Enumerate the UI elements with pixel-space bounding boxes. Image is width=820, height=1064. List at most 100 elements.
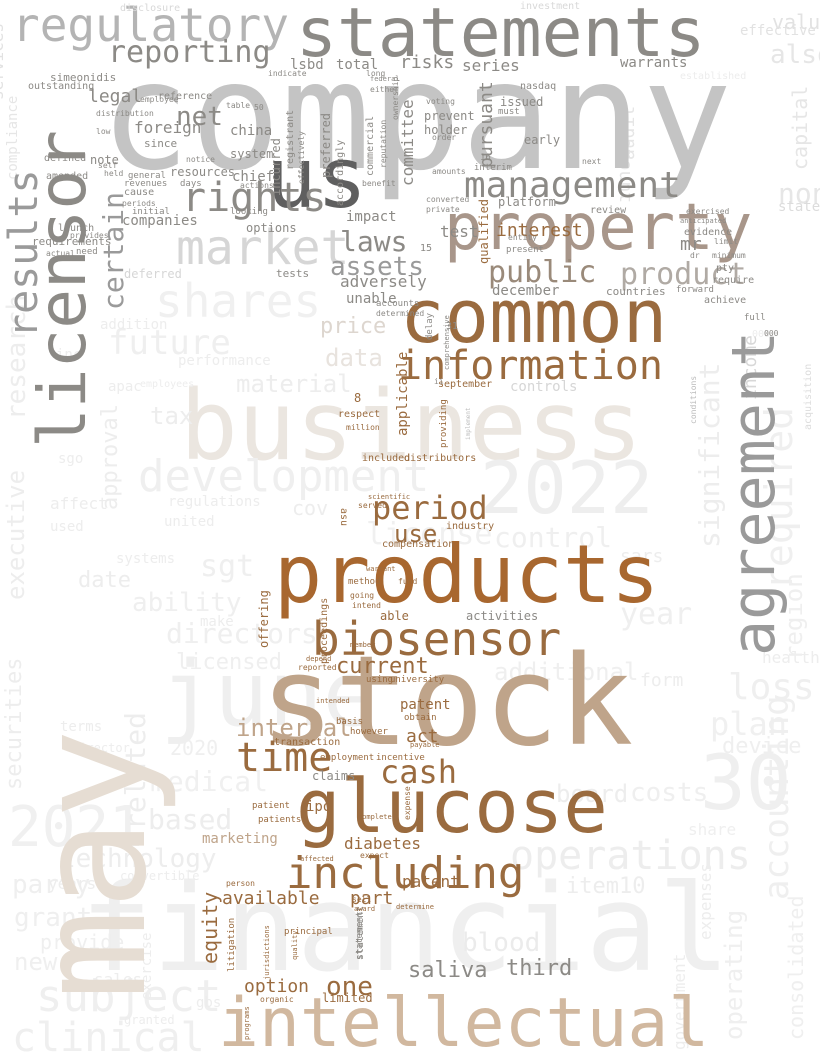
word-launch: launch xyxy=(58,223,95,234)
word-activities: activities xyxy=(466,609,539,623)
word-15: 15 xyxy=(420,243,433,254)
word-converted: converted xyxy=(426,195,470,204)
word-development: development xyxy=(138,451,430,502)
word-resources: resources xyxy=(170,165,236,179)
word-outstanding: outstanding xyxy=(28,81,95,92)
word-limited: limited xyxy=(322,991,373,1005)
word-operating: operating xyxy=(720,909,748,1040)
word-jurisdictions: jurisdictions xyxy=(263,925,271,980)
word-shares: shares xyxy=(155,274,322,328)
word-private: private xyxy=(426,205,460,214)
word-time: time xyxy=(236,735,333,781)
word-addition: addition xyxy=(100,317,168,333)
word-loss: loss xyxy=(728,667,815,708)
word-dr: dr xyxy=(690,251,700,260)
word-product: product xyxy=(620,257,747,292)
word-item10: item10 xyxy=(566,874,646,899)
word-interim: interim xyxy=(474,163,512,173)
word-common: common xyxy=(400,274,668,360)
word-license: license xyxy=(366,517,493,552)
word-full: full xyxy=(744,313,766,323)
word-intended: intended xyxy=(316,697,350,705)
word-federal: federal xyxy=(370,75,400,83)
word-implement: implement xyxy=(465,407,472,440)
word-part: part xyxy=(350,888,394,909)
word-forward: forward xyxy=(676,285,714,295)
word-periods: periods xyxy=(122,199,156,208)
word-health: health xyxy=(762,648,820,667)
word-subject: subject xyxy=(36,971,222,1022)
word-achieve: achieve xyxy=(704,295,747,306)
word-30: 30 xyxy=(700,738,792,827)
word-board: board xyxy=(556,780,629,808)
word-countries: countries xyxy=(606,285,666,298)
word-accounts: accounts xyxy=(376,299,420,309)
word-included: included xyxy=(362,453,411,464)
word-patent-2: patent xyxy=(400,697,451,713)
word-registrant: registrant xyxy=(285,109,296,170)
word-based: based xyxy=(148,803,233,836)
word-patent: patent xyxy=(402,872,460,891)
word-2021: 2021 xyxy=(8,795,143,860)
word-commercial: commercial xyxy=(365,115,376,176)
word-sgt: sgt xyxy=(200,549,255,584)
word-year: year xyxy=(620,597,693,632)
word-available: available xyxy=(222,888,320,909)
word-held: held xyxy=(104,169,124,178)
word-statements: statements xyxy=(296,0,706,73)
word-incurred: incurred xyxy=(269,138,283,196)
word-business: business xyxy=(180,370,643,482)
word-united: united xyxy=(164,514,215,530)
word-initial: initial xyxy=(132,207,170,217)
word-employment: employment xyxy=(320,753,375,763)
word-unable: unable xyxy=(346,291,397,307)
word-require: require xyxy=(712,275,755,286)
word-patient: patient xyxy=(252,801,290,811)
word-applicable: applicable xyxy=(395,351,411,436)
word-ability: ability xyxy=(132,588,242,618)
word-system: system xyxy=(230,147,274,161)
word-ipo: ipo xyxy=(306,799,332,815)
word-either: either xyxy=(370,85,399,94)
word-payable: payable xyxy=(410,741,440,749)
word-may: may xyxy=(6,729,180,1000)
word-present: present xyxy=(506,245,544,255)
word-legal: legal xyxy=(88,86,143,107)
word-employee: employee xyxy=(140,95,179,104)
word-amounts: amounts xyxy=(432,167,466,176)
word-ii: ii xyxy=(434,377,444,386)
word-50: 50 xyxy=(254,103,264,112)
word-investment: investment xyxy=(520,1,581,12)
word-warrants: warrants xyxy=(620,55,688,71)
word-laws: laws xyxy=(340,225,408,258)
word-september: september xyxy=(438,379,493,390)
word-person: person xyxy=(226,879,255,888)
word-accounting: accounting xyxy=(757,695,797,900)
word-options: options xyxy=(246,221,297,235)
word-asu: asu xyxy=(338,508,349,527)
word-long: long xyxy=(366,69,386,78)
word-make: make xyxy=(200,614,234,630)
word-depend: depend xyxy=(306,655,332,663)
word-biosensor: biosensor xyxy=(312,612,562,666)
word-services: services xyxy=(0,22,7,100)
word-using: using xyxy=(366,675,394,685)
word-reference: reference xyxy=(158,91,213,102)
word-need: need xyxy=(76,247,98,257)
word-executive: executive xyxy=(2,469,30,600)
word-approval: approval xyxy=(98,404,123,510)
word-amended: amended xyxy=(46,171,89,182)
word-scientific: scientific xyxy=(368,493,411,501)
word-third: third xyxy=(506,956,573,981)
word-also: also xyxy=(770,40,820,70)
word-adversely: adversely xyxy=(340,272,427,291)
word-issued: issued xyxy=(500,95,544,109)
word-material: material xyxy=(236,370,352,398)
word-obtain: obtain xyxy=(404,713,437,723)
word-controls: controls xyxy=(510,379,578,395)
word-rights: rights xyxy=(182,175,327,221)
word-note: note xyxy=(90,153,119,167)
word-however: however xyxy=(350,727,388,737)
